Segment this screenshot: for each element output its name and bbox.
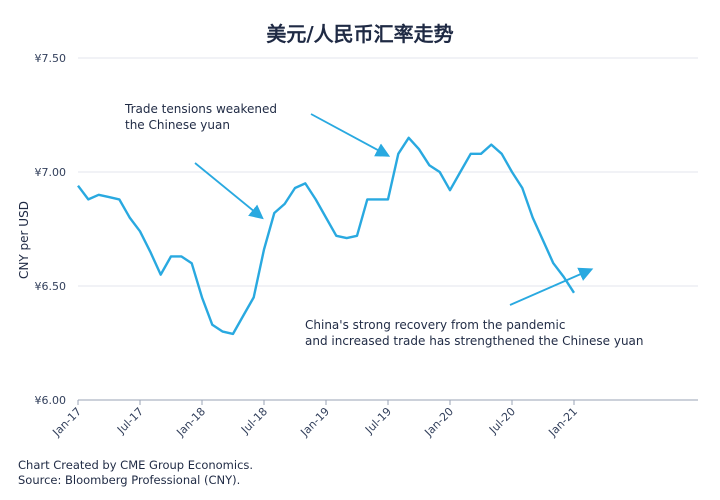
y-tick-label: ¥7.50	[35, 52, 67, 65]
annotation-arrow-1	[194, 162, 264, 220]
y-tick-label: ¥7.00	[35, 166, 67, 179]
series-line	[77, 136, 576, 336]
x-tick-label: Jan-17	[50, 405, 85, 440]
y-tick-label: ¥6.00	[35, 394, 67, 407]
chart-footer: Chart Created by CME Group Economics. So…	[18, 458, 253, 488]
chart-title: 美元/人民币汇率走势	[266, 22, 454, 46]
y-tick-label: ¥6.50	[35, 280, 67, 293]
annotation-trade-line1: Trade tensions weakened	[124, 102, 277, 116]
annotation-trade: Trade tensions weakened the Chinese yuan	[124, 102, 391, 220]
x-tick-label: Jan-21	[546, 405, 581, 440]
annotation-recovery-line2: and increased trade has strengthened the…	[305, 334, 644, 348]
x-tick-label: Jan-19	[298, 405, 333, 440]
x-tick-label: Jul-18	[238, 405, 270, 437]
x-tick-label: Jul-17	[114, 405, 146, 437]
y-axis-label: CNY per USD	[17, 201, 31, 279]
annotation-recovery: China's strong recovery from the pandemi…	[305, 267, 644, 348]
annotation-arrow-3	[509, 267, 594, 306]
x-axis-ticks: Jan-17 Jul-17 Jan-18 Jul-18 Jan-19 Jul-19 Jan-…	[50, 400, 581, 440]
footer-source: Source: Bloomberg Professional (CNY).	[18, 473, 241, 487]
x-tick-label: Jul-19	[362, 405, 394, 437]
y-axis-ticks: ¥7.50 ¥7.00 ¥6.50 ¥6.00	[35, 52, 67, 407]
annotation-trade-line2: the Chinese yuan	[125, 118, 230, 132]
annotation-arrow-2	[310, 113, 391, 157]
x-tick-label: Jul-20	[486, 405, 518, 437]
x-tick-label: Jan-18	[174, 405, 209, 440]
annotation-recovery-line1: China's strong recovery from the pandemi…	[305, 318, 565, 332]
footer-credit: Chart Created by CME Group Economics.	[18, 458, 254, 472]
x-tick-label: Jan-20	[422, 405, 457, 440]
